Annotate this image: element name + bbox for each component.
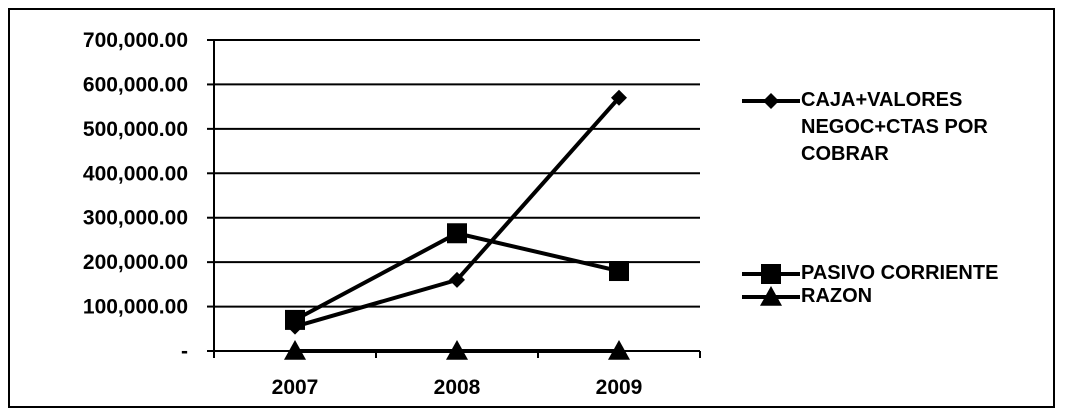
- legend-markers: [742, 93, 800, 306]
- legend-label: PASIVO CORRIENTE: [801, 262, 999, 284]
- data-point-2: [284, 340, 306, 360]
- y-tick-label: -: [181, 340, 188, 363]
- data-point-1: [447, 223, 467, 244]
- y-tick-label: 300,000.00: [83, 207, 188, 230]
- y-tick-label: 100,000.00: [83, 296, 188, 319]
- x-tick-label: 2008: [434, 376, 481, 399]
- y-tick-label: 200,000.00: [83, 251, 188, 274]
- legend-marker-1: [761, 264, 781, 284]
- legend-marker-0: [763, 93, 779, 109]
- data-point-1: [285, 309, 305, 330]
- data-point-0: [611, 89, 627, 106]
- data-point-2: [608, 340, 630, 360]
- data-point-1: [609, 261, 629, 282]
- y-tick-labels: - 100,000.00 200,000.00 300,000.00 400,000.0…: [83, 29, 188, 363]
- axes: [207, 39, 701, 358]
- data-point-2: [446, 340, 468, 360]
- legend-label: RAZON: [801, 285, 873, 307]
- chart-frame: [8, 8, 1055, 408]
- y-tick-label: 700,000.00: [83, 29, 188, 52]
- y-tick-label: 500,000.00: [83, 118, 188, 141]
- data-point-0: [449, 271, 465, 288]
- y-tick-label: 400,000.00: [83, 162, 188, 185]
- x-tick-label: 2009: [596, 376, 643, 399]
- y-tick-label: 600,000.00: [83, 73, 188, 96]
- legend-label: CAJA+VALORES NEGOC+CTAS POR COBRAR: [801, 89, 988, 165]
- x-tick-label: 2007: [272, 376, 319, 399]
- legend-marker-2: [760, 286, 782, 306]
- series-markers: [284, 89, 630, 360]
- x-tick-labels: 2007 2008 2009: [272, 376, 643, 399]
